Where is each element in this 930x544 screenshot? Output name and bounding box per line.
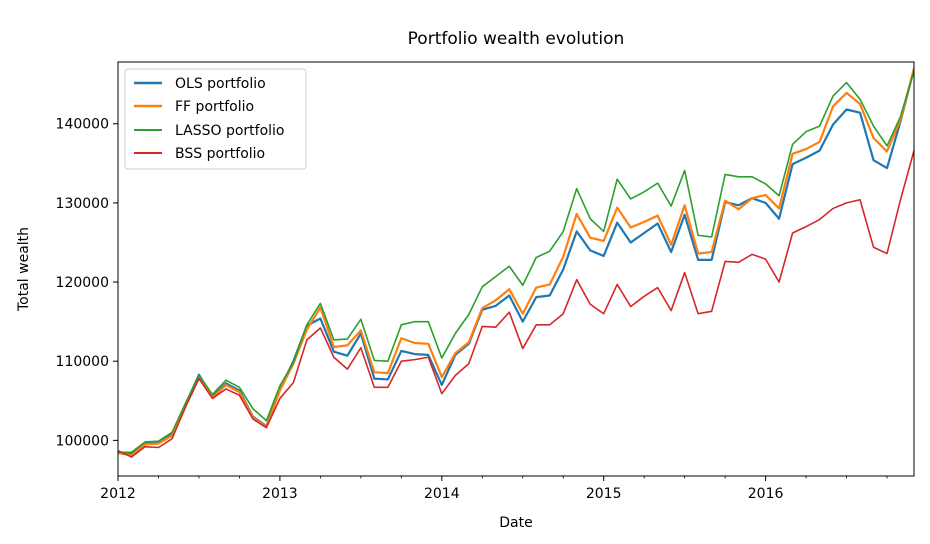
axis-layer: 2012 2013 2014 2015 2016 100000 110000 120000 13… <box>56 117 888 502</box>
y-tick-label: 120000 <box>56 275 109 291</box>
x-tick-label: 2015 <box>586 486 622 502</box>
legend-label-bss: BSS portfolio <box>175 146 265 162</box>
y-axis-title: Total wealth <box>16 227 32 312</box>
legend-item-ff: FF portfolio <box>134 99 254 115</box>
legend-label-lasso: LASSO portfolio <box>175 123 284 139</box>
legend-label-ff: FF portfolio <box>175 99 254 115</box>
y-tick-label: 110000 <box>56 354 109 370</box>
x-tick-label: 2014 <box>424 486 460 502</box>
series-line-lasso-portfolio <box>118 69 914 454</box>
legend-item-bss: BSS portfolio <box>134 146 265 162</box>
legend-box <box>124 68 307 170</box>
series-line-ff-portfolio <box>118 66 914 457</box>
x-tick-label: 2016 <box>748 486 784 502</box>
y-tick-label: 130000 <box>56 196 109 212</box>
x-axis-title: Date <box>499 515 532 531</box>
series-line-bss-portfolio <box>118 149 914 458</box>
plot-frame <box>117 61 915 477</box>
x-tick-label: 2013 <box>262 486 298 502</box>
legend-item-lasso: LASSO portfolio <box>134 123 284 139</box>
x-tick-label: 2012 <box>100 486 136 502</box>
legend: OLS portfolio FF portfolio LASSO portfol… <box>124 68 307 170</box>
series-layer <box>118 66 914 458</box>
legend-label-ols: OLS portfolio <box>175 76 266 92</box>
y-tick-label: 140000 <box>56 117 109 133</box>
y-tick-label: 100000 <box>56 433 109 449</box>
legend-item-ols: OLS portfolio <box>134 76 266 92</box>
chart-title: Portfolio wealth evolution <box>408 29 625 49</box>
